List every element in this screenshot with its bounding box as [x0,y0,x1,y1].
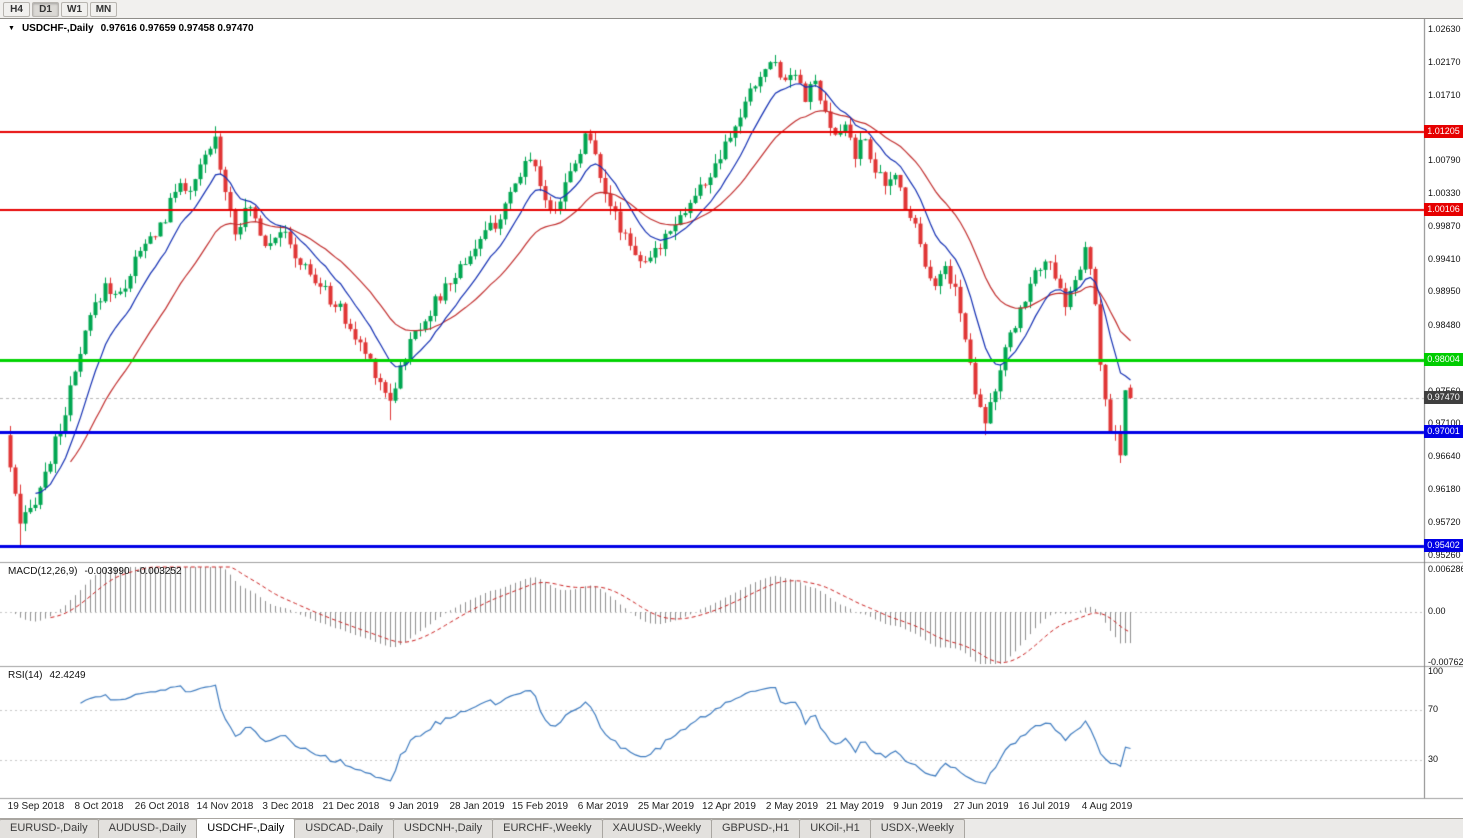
chart-symbol-label: USDCHF-,Daily [21,23,94,34]
tab-gbpusd-h1[interactable]: GBPUSD-,H1 [710,819,801,838]
rsi-value: 42.4249 [49,670,86,681]
tab-usdcnh-daily[interactable]: USDCNH-,Daily [392,819,494,838]
timeframe-button-w1[interactable]: W1 [61,1,88,17]
macd-signal-value: -0.003252 [136,566,182,577]
chart-header: ▼ USDCHF-,Daily 0.97616 0.97659 0.97458 … [8,23,254,34]
tab-ukoil-h1[interactable]: UKOil-,H1 [799,819,871,838]
chart-tabs-bar: EURUSD-,Daily AUDUSD-,Daily USDCHF-,Daily U… [0,818,1463,838]
price-chart-canvas[interactable] [0,19,1463,818]
tab-usdx-weekly[interactable]: USDX-,Weekly [869,819,965,838]
timeframe-button-h4[interactable]: H4 [3,1,30,17]
timeframe-toolbar: H4 D1 W1 MN [0,0,1463,19]
timeframe-button-mn[interactable]: MN [90,1,117,17]
rsi-indicator-label: RSI(14) 42.4249 [8,670,86,681]
tab-xauusd-weekly[interactable]: XAUUSD-,Weekly [601,819,712,838]
tab-audusd-daily[interactable]: AUDUSD-,Daily [97,819,198,838]
rsi-name: RSI(14) [8,670,43,681]
macd-indicator-label: MACD(12,26,9) -0.003990 -0.003252 [8,566,182,577]
chart-ohlc-values: 0.97616 0.97659 0.97458 0.97470 [100,23,254,34]
tab-eurusd-daily[interactable]: EURUSD-,Daily [0,819,99,838]
macd-main-value: -0.003990 [84,566,130,577]
tab-eurchf-weekly[interactable]: EURCHF-,Weekly [492,819,603,838]
tab-usdchf-daily[interactable]: USDCHF-,Daily [196,818,296,838]
macd-name: MACD(12,26,9) [8,566,78,577]
tab-usdcad-daily[interactable]: USDCAD-,Daily [294,819,394,838]
chevron-down-icon[interactable]: ▼ [8,25,15,32]
timeframe-button-d1[interactable]: D1 [32,1,59,17]
